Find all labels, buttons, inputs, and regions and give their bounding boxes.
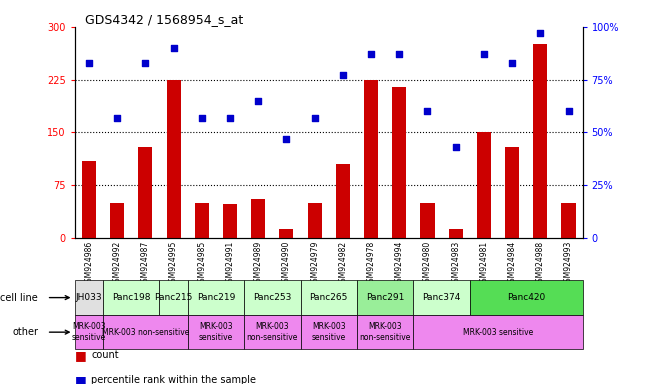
Point	[507, 60, 518, 66]
Text: Panc215: Panc215	[154, 293, 193, 302]
Bar	[413, 315, 583, 349]
Text: count: count	[91, 350, 118, 360]
Bar	[244, 315, 301, 349]
Bar	[167, 80, 181, 238]
Point	[338, 73, 348, 79]
Bar	[392, 87, 406, 238]
Bar	[195, 203, 209, 238]
Point	[140, 60, 150, 66]
Text: ■: ■	[75, 349, 87, 362]
Bar	[103, 280, 159, 315]
Text: Panc291: Panc291	[366, 293, 404, 302]
Text: MRK-003
non-sensitive: MRK-003 non-sensitive	[247, 323, 298, 342]
Point	[169, 45, 179, 51]
Text: MRK-003 sensitive: MRK-003 sensitive	[463, 328, 533, 337]
Bar	[301, 315, 357, 349]
Bar	[187, 315, 244, 349]
Text: MRK-003
sensitive: MRK-003 sensitive	[312, 323, 346, 342]
Bar	[103, 315, 187, 349]
Bar	[139, 147, 152, 238]
Point	[450, 144, 461, 150]
Bar	[477, 132, 491, 238]
Bar	[421, 203, 435, 238]
Bar	[357, 315, 413, 349]
Bar	[505, 147, 519, 238]
Bar	[251, 199, 266, 238]
Bar	[307, 203, 322, 238]
Bar	[470, 280, 583, 315]
Text: MRK-003
sensitive: MRK-003 sensitive	[199, 323, 233, 342]
Bar	[449, 229, 463, 238]
Point	[112, 114, 122, 121]
Text: Panc219: Panc219	[197, 293, 235, 302]
Bar	[279, 229, 294, 238]
Point	[197, 114, 207, 121]
Text: MRK-003
non-sensitive: MRK-003 non-sensitive	[359, 323, 411, 342]
Text: JH033: JH033	[76, 293, 102, 302]
Text: ■: ■	[75, 374, 87, 384]
Bar	[357, 280, 413, 315]
Text: cell line: cell line	[1, 293, 38, 303]
Bar	[223, 204, 237, 238]
Text: GDS4342 / 1568954_s_at: GDS4342 / 1568954_s_at	[85, 13, 243, 26]
Bar	[244, 280, 301, 315]
Text: Panc198: Panc198	[112, 293, 150, 302]
Text: Panc420: Panc420	[507, 293, 546, 302]
Text: Panc265: Panc265	[310, 293, 348, 302]
Bar	[187, 280, 244, 315]
Point	[281, 136, 292, 142]
Point	[309, 114, 320, 121]
Bar	[364, 80, 378, 238]
Point	[366, 51, 376, 58]
Text: MRK-003
sensitive: MRK-003 sensitive	[72, 323, 106, 342]
Bar	[561, 203, 575, 238]
Bar	[533, 45, 547, 238]
Point	[478, 51, 489, 58]
Bar	[110, 203, 124, 238]
Text: Panc253: Panc253	[253, 293, 292, 302]
Point	[535, 30, 546, 36]
Point	[394, 51, 404, 58]
Point	[84, 60, 94, 66]
Text: Panc374: Panc374	[422, 293, 461, 302]
Bar	[82, 161, 96, 238]
Bar	[413, 280, 470, 315]
Point	[563, 108, 574, 114]
Text: other: other	[12, 327, 38, 337]
Point	[422, 108, 433, 114]
Point	[253, 98, 264, 104]
Bar	[75, 280, 103, 315]
Bar	[75, 315, 103, 349]
Point	[225, 114, 235, 121]
Bar	[336, 164, 350, 238]
Bar	[159, 280, 187, 315]
Bar	[301, 280, 357, 315]
Text: percentile rank within the sample: percentile rank within the sample	[91, 375, 256, 384]
Text: MRK-003 non-sensitive: MRK-003 non-sensitive	[102, 328, 189, 337]
